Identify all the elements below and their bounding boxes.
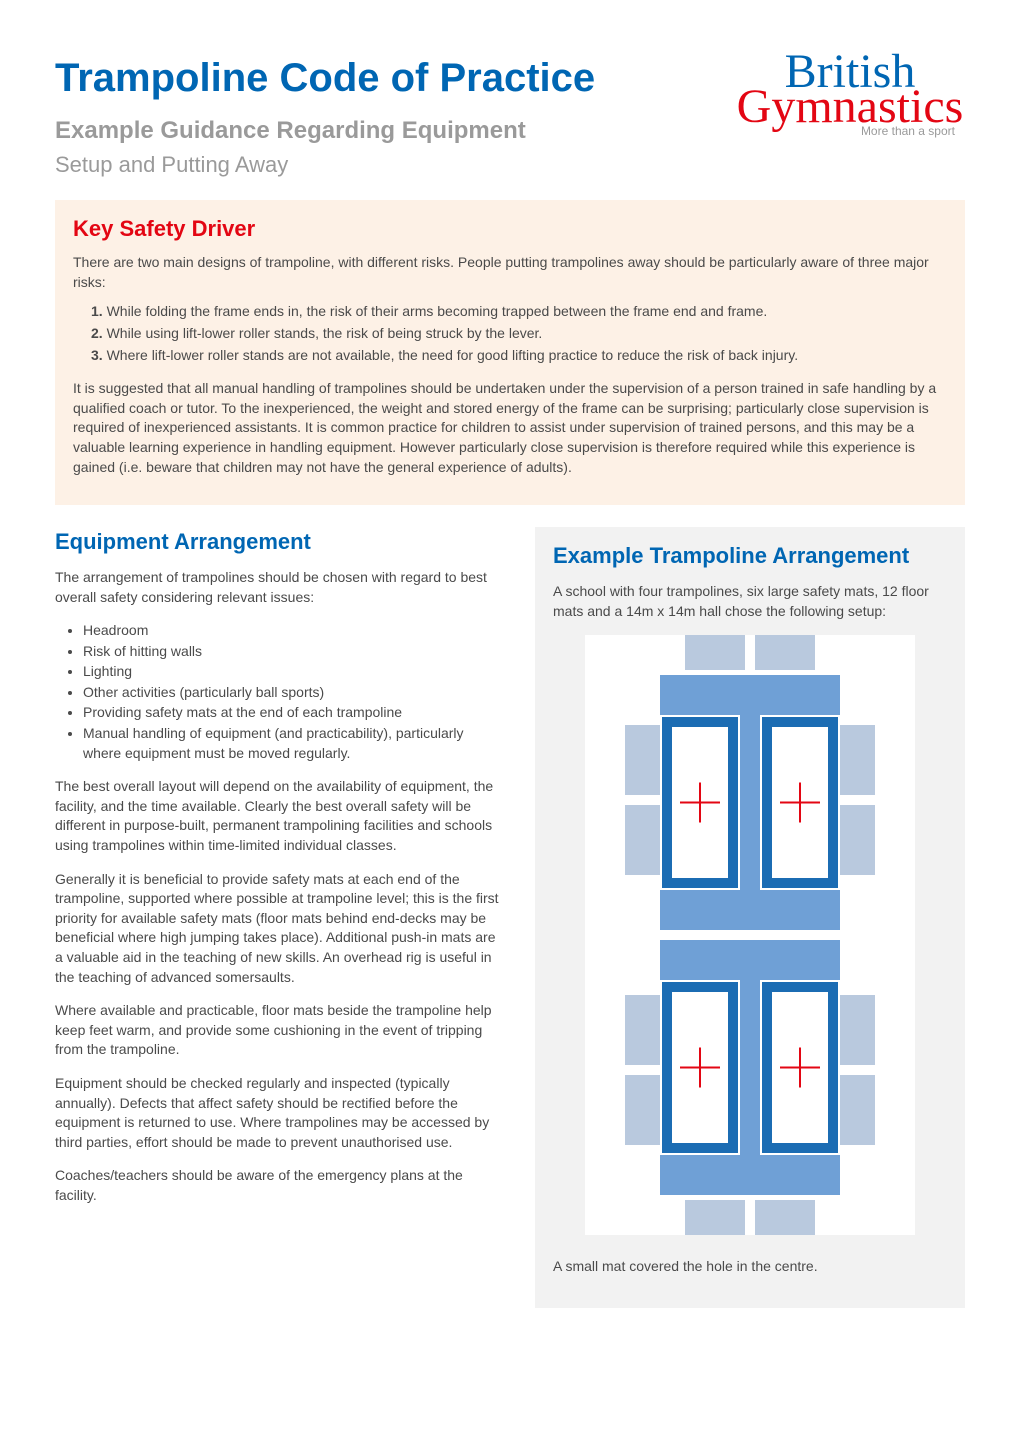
trampoline-diagram [585, 635, 915, 1241]
page-title: Trampoline Code of Practice [55, 50, 735, 106]
arrangement-p2: Generally it is beneficial to provide sa… [55, 870, 505, 988]
arrangement-bullet-item: Other activities (particularly ball spor… [83, 683, 505, 703]
example-heading: Example Trampoline Arrangement [553, 541, 947, 572]
arrangement-bullet-item: Manual handling of equipment (and practi… [83, 724, 505, 763]
example-caption: A small mat covered the hole in the cent… [553, 1257, 947, 1277]
left-column: Equipment Arrangement The arrangement of… [55, 527, 505, 1308]
header: Trampoline Code of Practice Example Guid… [55, 50, 965, 200]
arrangement-bullet-item: Providing safety mats at the end of each… [83, 703, 505, 723]
arrangement-bullet-item: Lighting [83, 662, 505, 682]
arrangement-p3: Where available and practicable, floor m… [55, 1001, 505, 1060]
logo-text-bottom: Gymnastics [735, 85, 965, 128]
safety-risk-item: 2. While using lift-lower roller stands,… [91, 324, 947, 344]
arrangement-bullets: HeadroomRisk of hitting wallsLightingOth… [83, 621, 505, 763]
safety-paragraph: It is suggested that all manual handling… [73, 379, 947, 477]
columns: Equipment Arrangement The arrangement of… [55, 527, 965, 1308]
logo: British Gymnastics More than a sport [735, 50, 965, 137]
arrangement-intro: The arrangement of trampolines should be… [55, 568, 505, 607]
example-intro: A school with four trampolines, six larg… [553, 582, 947, 621]
arrangement-p4: Equipment should be checked regularly an… [55, 1074, 505, 1152]
arrangement-bullet-item: Headroom [83, 621, 505, 641]
safety-risk-list: 1. While folding the frame ends in, the … [91, 302, 947, 365]
arrangement-heading: Equipment Arrangement [55, 527, 505, 558]
right-column: Example Trampoline Arrangement A school … [535, 527, 965, 1308]
page-subsubtitle: Setup and Putting Away [55, 150, 735, 181]
arrangement-p1: The best overall layout will depend on t… [55, 777, 505, 855]
arrangement-bullet-item: Risk of hitting walls [83, 642, 505, 662]
safety-box: Key Safety Driver There are two main des… [55, 200, 965, 505]
arrangement-p5: Coaches/teachers should be aware of the … [55, 1166, 505, 1205]
page-subtitle: Example Guidance Regarding Equipment [55, 114, 735, 148]
safety-risk-item: 3. Where lift-lower roller stands are no… [91, 346, 947, 366]
safety-risk-item: 1. While folding the frame ends in, the … [91, 302, 947, 322]
title-block: Trampoline Code of Practice Example Guid… [55, 50, 735, 200]
safety-heading: Key Safety Driver [73, 214, 947, 245]
safety-intro: There are two main designs of trampoline… [73, 253, 947, 292]
diagram-svg [585, 635, 915, 1235]
